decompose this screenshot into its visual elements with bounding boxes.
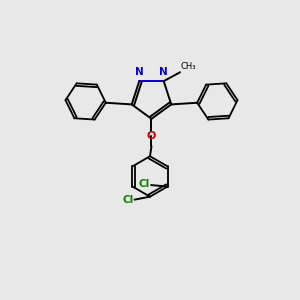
Text: Cl: Cl [139, 179, 150, 190]
Text: N: N [135, 67, 144, 77]
Text: CH₃: CH₃ [181, 62, 197, 71]
Text: N: N [159, 67, 168, 77]
Text: O: O [147, 131, 156, 141]
Text: Cl: Cl [122, 195, 134, 205]
